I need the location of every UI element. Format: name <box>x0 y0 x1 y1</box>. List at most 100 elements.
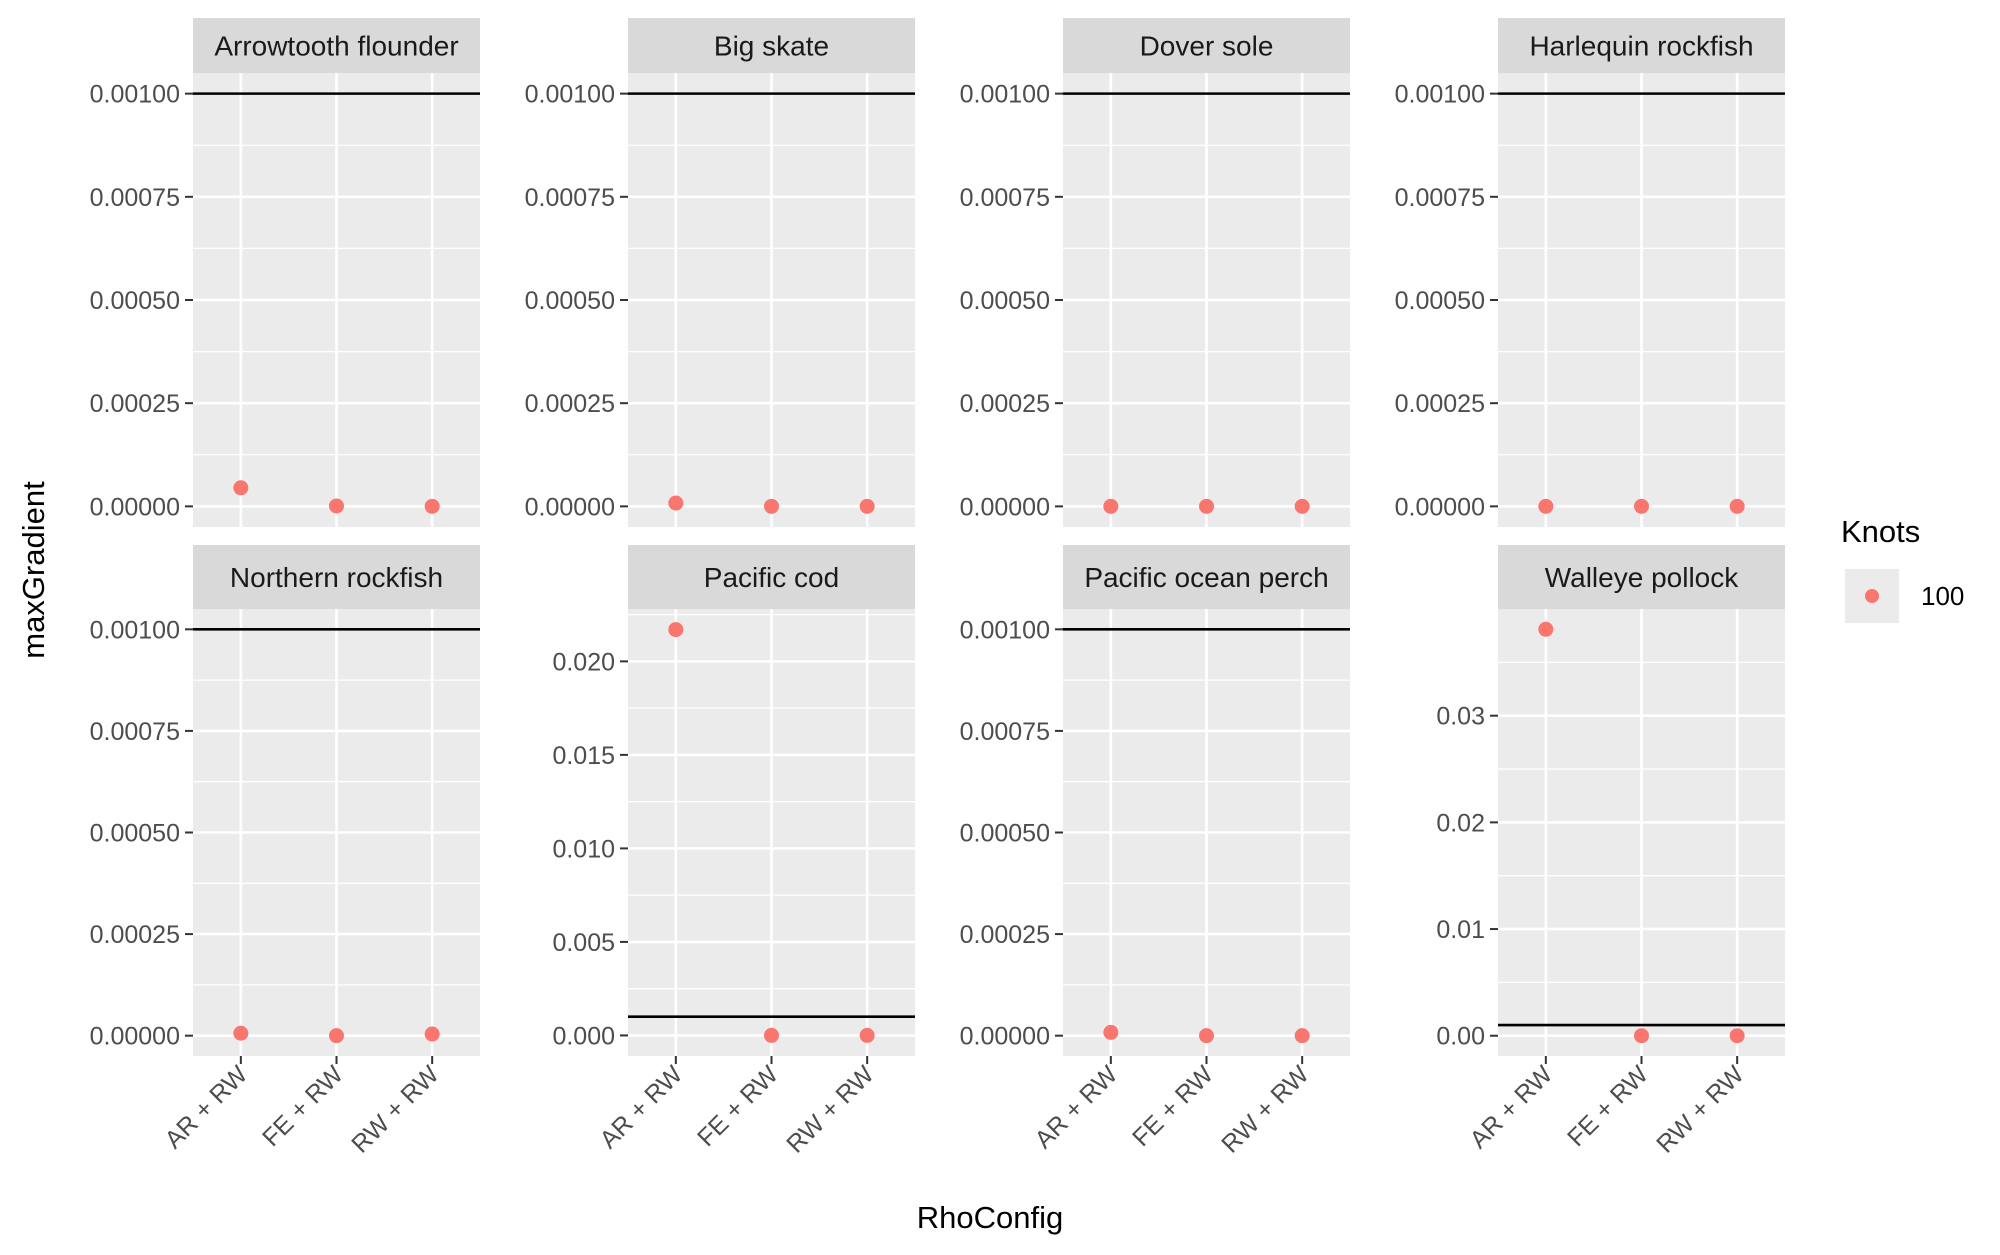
panel-dover-sole-y-tick-label: 0.00100 <box>960 81 1050 109</box>
panel-pacific-cod-point-fe-rw <box>764 1027 779 1043</box>
panel-walleye-pollock-x-tick-label: FE + RW <box>1562 1060 1654 1152</box>
panel-big-skate-point-ar-rw <box>668 495 684 511</box>
panel-walleye-pollock-y-tick-label: 0.01 <box>1436 916 1485 944</box>
panel-dover-sole-y-tick-label: 0.00075 <box>960 184 1050 212</box>
panel-arrowtooth-flounder-y-tick-label: 0.00100 <box>90 81 180 109</box>
panel-walleye-pollock: Walleye pollock 0.00 0.01 0.02 0.03 AR + RW FE… <box>1436 545 1785 1159</box>
panel-walleye-pollock-point-fe-rw <box>1634 1028 1649 1044</box>
panel-big-skate-y-tick-label: 0.00000 <box>525 493 615 521</box>
panel-northern-rockfish-strip <box>193 545 480 609</box>
legend: Knots 100 <box>1841 514 1964 623</box>
x-axis-title: RhoConfig <box>917 1200 1063 1235</box>
facet-panels: Arrowtooth flounder 0.00000 0.00025 0.00050… <box>90 18 1785 1159</box>
panel-walleye-pollock-y-tick-label: 0.02 <box>1436 809 1485 837</box>
panel-walleye-pollock-point-rw-rw <box>1729 1028 1745 1044</box>
panel-northern-rockfish-point-fe-rw <box>329 1028 344 1044</box>
panel-walleye-pollock-point-ar-rw <box>1538 621 1554 637</box>
panel-pacific-cod-y-tick-label: 0.010 <box>552 835 615 863</box>
panel-dover-sole-point-ar-rw <box>1103 498 1119 514</box>
panel-pacific-ocean-perch: Pacific ocean perch 0.00000 0.00025 0.00050… <box>960 545 1350 1159</box>
panel-harlequin-rockfish-point-ar-rw <box>1538 498 1554 514</box>
panel-dover-sole-point-rw-rw <box>1294 498 1310 514</box>
legend-entry-label: 100 <box>1921 581 1964 611</box>
panel-walleye-pollock-x-tick-label: AR + RW <box>1464 1060 1558 1154</box>
panel-pacific-cod-y-tick-label: 0.005 <box>552 929 615 957</box>
panel-harlequin-rockfish-y-tick-label: 0.00100 <box>1395 81 1485 109</box>
panel-pacific-ocean-perch-y-tick-label: 0.00025 <box>960 921 1050 949</box>
panel-arrowtooth-flounder-y-tick-label: 0.00075 <box>90 184 180 212</box>
panel-big-skate-y-tick-label: 0.00075 <box>525 184 615 212</box>
panel-harlequin-rockfish-y-tick-label: 0.00025 <box>1395 390 1485 418</box>
panel-pacific-ocean-perch-strip <box>1063 545 1350 609</box>
legend-key-point <box>1865 589 1879 603</box>
panel-harlequin-rockfish: Harlequin rockfish 0.00000 0.00025 0.00050 0… <box>1395 18 1785 527</box>
panel-dover-sole-strip <box>1063 18 1350 73</box>
panel-pacific-ocean-perch-x-tick-label: FE + RW <box>1127 1060 1219 1152</box>
panel-pacific-ocean-perch-x-tick-label: AR + RW <box>1029 1060 1123 1154</box>
panel-pacific-ocean-perch-y-tick-label: 0.00050 <box>960 820 1050 848</box>
panel-pacific-ocean-perch-y-tick-label: 0.00000 <box>960 1023 1050 1051</box>
panel-pacific-ocean-perch-x-tick-label: RW + RW <box>1216 1060 1314 1158</box>
panel-pacific-cod-strip-title: Pacific cod <box>704 562 839 593</box>
panel-walleye-pollock-y-tick-label: 0.03 <box>1436 703 1485 731</box>
panel-arrowtooth-flounder-point-ar-rw <box>233 480 249 496</box>
panel-pacific-cod-point-rw-rw <box>859 1027 875 1043</box>
panel-pacific-cod-y-tick-label: 0.020 <box>552 648 615 676</box>
panel-big-skate-point-rw-rw <box>859 498 875 514</box>
panel-pacific-ocean-perch-point-rw-rw <box>1294 1028 1310 1044</box>
panel-dover-sole-y-tick-label: 0.00025 <box>960 390 1050 418</box>
panel-big-skate-strip <box>628 18 915 73</box>
panel-walleye-pollock-strip <box>1498 545 1785 609</box>
panel-harlequin-rockfish-point-rw-rw <box>1729 498 1745 514</box>
panel-pacific-cod-x-tick-label: RW + RW <box>781 1060 879 1158</box>
panel-pacific-cod-strip <box>628 545 915 609</box>
panel-big-skate-y-tick-label: 0.00025 <box>525 390 615 418</box>
panel-walleye-pollock-x-tick-label: RW + RW <box>1651 1060 1749 1158</box>
panel-pacific-cod-y-tick-label: 0.000 <box>552 1022 615 1050</box>
panel-harlequin-rockfish-y-tick-label: 0.00050 <box>1395 287 1485 315</box>
panel-pacific-ocean-perch-strip-title: Pacific ocean perch <box>1084 562 1328 593</box>
panel-pacific-cod-point-ar-rw <box>668 622 684 638</box>
panel-walleye-pollock-y-tick-label: 0.00 <box>1436 1023 1485 1051</box>
panel-northern-rockfish-y-tick-label: 0.00025 <box>90 921 180 949</box>
panel-arrowtooth-flounder-y-tick-label: 0.00025 <box>90 390 180 418</box>
panel-pacific-cod: Pacific cod 0.000 0.005 0.010 0.015 0.020 AR +… <box>552 545 915 1159</box>
panel-pacific-cod-y-tick-label: 0.015 <box>552 742 615 770</box>
panel-pacific-ocean-perch-y-tick-label: 0.00075 <box>960 718 1050 746</box>
panel-walleye-pollock-strip-title: Walleye pollock <box>1545 562 1739 593</box>
panel-arrowtooth-flounder-strip <box>193 18 480 73</box>
panel-big-skate-point-fe-rw <box>764 498 779 514</box>
panel-harlequin-rockfish-y-tick-label: 0.00075 <box>1395 184 1485 212</box>
panel-northern-rockfish-x-tick-label: FE + RW <box>257 1060 349 1152</box>
panel-dover-sole-strip-title: Dover sole <box>1140 31 1274 62</box>
legend-title: Knots <box>1841 514 1920 549</box>
panel-pacific-ocean-perch-point-fe-rw <box>1199 1028 1214 1044</box>
panel-northern-rockfish-y-tick-label: 0.00075 <box>90 718 180 746</box>
y-axis-title: maxGradient <box>16 481 51 659</box>
panel-pacific-cod-x-tick-label: FE + RW <box>692 1060 784 1152</box>
panel-harlequin-rockfish-y-tick-label: 0.00000 <box>1395 493 1485 521</box>
panel-dover-sole: Dover sole 0.00000 0.00025 0.00050 0.00075 0.… <box>960 18 1350 527</box>
panel-big-skate-strip-title: Big skate <box>714 31 829 62</box>
panel-northern-rockfish-point-rw-rw <box>424 1026 440 1042</box>
panel-arrowtooth-flounder-y-tick-label: 0.00050 <box>90 287 180 315</box>
panel-pacific-cod-x-tick-label: AR + RW <box>594 1060 688 1154</box>
panel-arrowtooth-flounder-point-fe-rw <box>329 498 344 514</box>
panel-northern-rockfish-y-tick-label: 0.00100 <box>90 616 180 644</box>
panel-arrowtooth-flounder-strip-title: Arrowtooth flounder <box>214 31 458 62</box>
panel-northern-rockfish-y-tick-label: 0.00000 <box>90 1023 180 1051</box>
panel-big-skate-y-tick-label: 0.00100 <box>525 81 615 109</box>
panel-harlequin-rockfish-strip-title: Harlequin rockfish <box>1529 31 1753 62</box>
panel-harlequin-rockfish-point-fe-rw <box>1634 498 1649 514</box>
panel-dover-sole-y-tick-label: 0.00050 <box>960 287 1050 315</box>
panel-northern-rockfish-y-tick-label: 0.00050 <box>90 820 180 848</box>
panel-northern-rockfish-x-tick-label: RW + RW <box>346 1060 444 1158</box>
panel-arrowtooth-flounder-y-tick-label: 0.00000 <box>90 493 180 521</box>
panel-dover-sole-y-tick-label: 0.00000 <box>960 493 1050 521</box>
panel-northern-rockfish-x-tick-label: AR + RW <box>159 1060 253 1154</box>
panel-northern-rockfish-strip-title: Northern rockfish <box>230 562 443 593</box>
panel-big-skate-y-tick-label: 0.00050 <box>525 287 615 315</box>
panel-arrowtooth-flounder: Arrowtooth flounder 0.00000 0.00025 0.00050… <box>90 18 480 527</box>
